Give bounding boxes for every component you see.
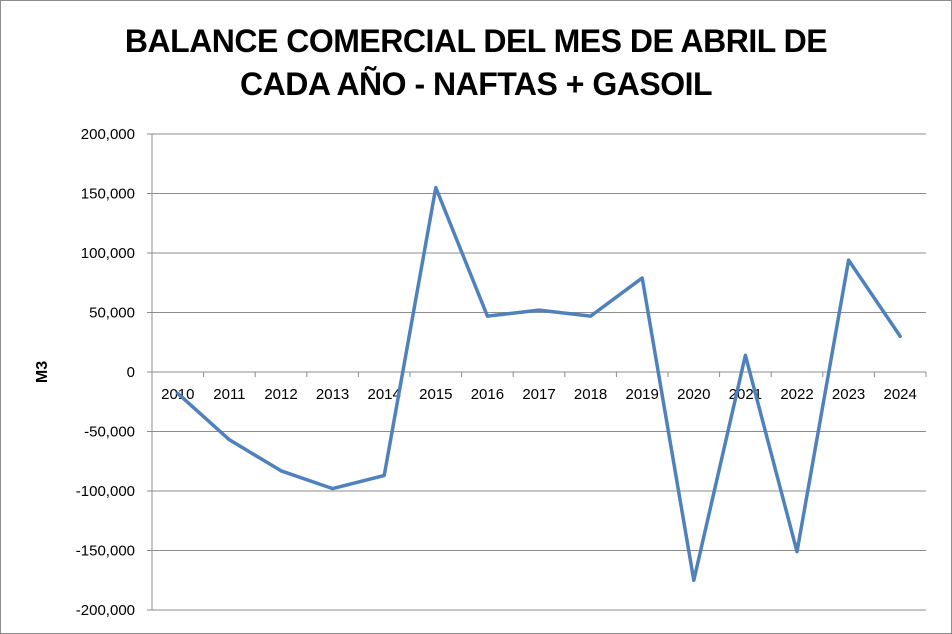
x-tick-label: 2017 bbox=[522, 386, 555, 403]
y-tick-label: -150,000 bbox=[76, 543, 135, 560]
x-tick-label: 2022 bbox=[780, 386, 813, 403]
x-tick-label: 2018 bbox=[574, 386, 607, 403]
x-tick-label: 2012 bbox=[264, 386, 297, 403]
x-tick-label: 2016 bbox=[471, 386, 504, 403]
y-tick-label: -100,000 bbox=[76, 483, 135, 500]
x-tick-label: 2013 bbox=[316, 386, 349, 403]
y-tick-label: 150,000 bbox=[81, 186, 135, 203]
y-tick-label: 0 bbox=[127, 364, 135, 381]
x-tick-label: 2024 bbox=[884, 386, 917, 403]
series-line bbox=[176, 185, 902, 583]
axes bbox=[151, 134, 927, 610]
chart-title-line-2: CADA AÑO - NAFTAS + GASOIL bbox=[239, 66, 713, 102]
y-axis-label: M3 bbox=[34, 361, 51, 383]
chart-title-line-1: BALANCE COMERCIAL DEL MES DE ABRIL DE bbox=[124, 23, 828, 59]
y-axis-tick-labels: 200,000 150,000 100,000 50,000 0 -50,000 -100,… bbox=[76, 126, 135, 619]
gridlines bbox=[147, 133, 926, 611]
series-group bbox=[176, 185, 902, 583]
x-tick-label: 2023 bbox=[832, 386, 865, 403]
y-tick-label: 200,000 bbox=[81, 126, 135, 143]
y-tick-label: 50,000 bbox=[89, 305, 135, 322]
x-tick-label: 2020 bbox=[677, 386, 710, 403]
y-tick-label: -50,000 bbox=[84, 424, 135, 441]
x-tick-label: 2019 bbox=[626, 386, 659, 403]
y-tick-label: 100,000 bbox=[81, 245, 135, 262]
chart-title: BALANCE COMERCIAL DEL MES DE ABRIL DE CA… bbox=[0, 20, 952, 106]
x-axis-tick-labels: 2010 2011 2012 2013 2014 2015 2016 2017 2018 2019… bbox=[161, 386, 917, 403]
y-tick-label: -200,000 bbox=[76, 602, 135, 619]
x-tick-label: 2015 bbox=[419, 386, 452, 403]
x-tick-label: 2014 bbox=[368, 386, 401, 403]
x-tick-label: 2011 bbox=[213, 386, 245, 403]
